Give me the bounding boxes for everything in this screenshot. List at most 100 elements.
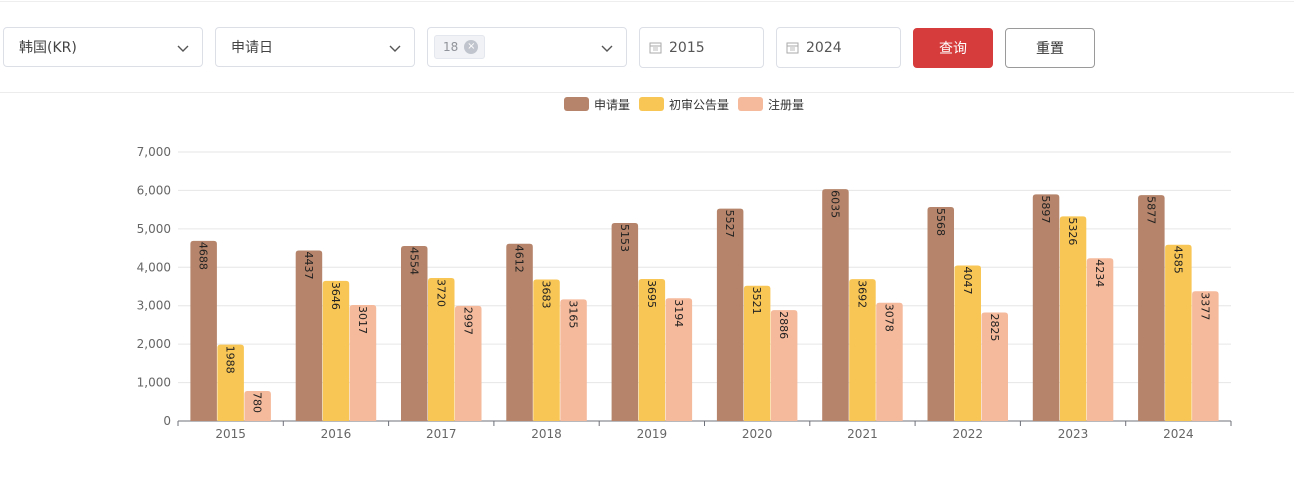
bar-value-label: 2886 bbox=[777, 311, 790, 339]
legend-label: 申请量 bbox=[594, 97, 631, 112]
date-type-select[interactable]: 申请日 bbox=[215, 27, 415, 67]
bar bbox=[506, 243, 533, 421]
bar-value-label: 1988 bbox=[224, 346, 237, 374]
bar bbox=[455, 305, 482, 421]
y-tick-label: 3,000 bbox=[137, 299, 171, 313]
bar bbox=[295, 250, 323, 421]
date-type-value: 申请日 bbox=[231, 40, 273, 56]
bar bbox=[876, 302, 903, 421]
bar-value-label: 5326 bbox=[1066, 217, 1079, 245]
bar bbox=[716, 208, 744, 421]
y-tick-label: 6,000 bbox=[137, 183, 171, 197]
bar bbox=[1059, 216, 1087, 421]
bar-value-label: 3078 bbox=[882, 304, 895, 332]
bar bbox=[190, 240, 217, 421]
bar-value-label: 5568 bbox=[934, 208, 947, 236]
bar bbox=[981, 312, 1008, 421]
bar bbox=[1032, 194, 1060, 421]
bar-value-label: 3683 bbox=[540, 280, 553, 308]
bar bbox=[1165, 244, 1192, 421]
calendar-icon bbox=[649, 42, 662, 54]
bar-value-label: 3720 bbox=[434, 279, 447, 307]
bar-value-label: 6035 bbox=[828, 190, 841, 218]
bar-value-label: 3695 bbox=[645, 280, 658, 308]
bar bbox=[849, 279, 876, 421]
bar bbox=[1138, 195, 1165, 421]
bar-value-label: 780 bbox=[251, 392, 264, 413]
start-year-picker[interactable]: 2015 bbox=[639, 27, 764, 68]
chevron-down-icon bbox=[601, 45, 613, 52]
bar-value-label: 3521 bbox=[750, 287, 763, 315]
start-year-value: 2015 bbox=[669, 39, 705, 56]
bar bbox=[927, 207, 954, 421]
bar-value-label: 5527 bbox=[723, 210, 736, 238]
x-tick-label: 2020 bbox=[742, 427, 773, 441]
x-tick-label: 2017 bbox=[426, 427, 457, 441]
bar-value-label: 2825 bbox=[988, 313, 1001, 341]
bar bbox=[770, 310, 798, 421]
bar-value-label: 2997 bbox=[461, 307, 474, 335]
bar bbox=[743, 285, 771, 421]
x-tick-label: 2024 bbox=[1163, 427, 1194, 441]
bar bbox=[217, 344, 244, 421]
legend-label: 注册量 bbox=[768, 97, 805, 112]
country-select-value: 韩国(KR) bbox=[19, 40, 77, 56]
legend-item-applications[interactable]: 申请量 bbox=[564, 96, 630, 113]
x-tick-label: 2016 bbox=[321, 427, 352, 441]
x-tick-label: 2019 bbox=[637, 427, 668, 441]
legend-item-registrations[interactable]: 注册量 bbox=[738, 96, 804, 113]
bar bbox=[638, 279, 666, 421]
bar bbox=[822, 189, 849, 421]
bar-value-label: 4554 bbox=[407, 247, 420, 275]
bar-value-label: 5153 bbox=[618, 224, 631, 252]
country-select[interactable]: 韩国(KR) bbox=[3, 27, 203, 67]
tag-close-icon[interactable]: × bbox=[464, 40, 479, 54]
y-tick-label: 7,000 bbox=[137, 145, 171, 159]
top-divider bbox=[0, 1, 1294, 2]
bar-value-label: 4234 bbox=[1093, 259, 1106, 287]
bar bbox=[1086, 258, 1114, 421]
bar bbox=[322, 280, 350, 421]
y-tick-label: 5,000 bbox=[137, 222, 171, 236]
chevron-down-icon bbox=[389, 45, 401, 52]
bar-value-label: 4437 bbox=[302, 251, 315, 279]
bar-value-label: 4688 bbox=[197, 242, 210, 270]
bar bbox=[560, 299, 587, 421]
reset-button[interactable]: 重置 bbox=[1005, 28, 1095, 68]
y-tick-label: 4,000 bbox=[137, 260, 171, 274]
legend-swatch bbox=[738, 97, 764, 111]
class-multi-select[interactable]: 18 × bbox=[427, 27, 627, 67]
bar bbox=[349, 305, 377, 421]
class-tag: 18 × bbox=[434, 35, 486, 59]
x-tick-label: 2023 bbox=[1058, 427, 1089, 441]
y-tick-label: 1,000 bbox=[137, 376, 171, 390]
bar bbox=[1192, 291, 1219, 421]
bar-value-label: 3194 bbox=[672, 299, 685, 327]
end-year-value: 2024 bbox=[806, 39, 842, 56]
bar bbox=[611, 222, 639, 421]
bar-value-label: 3165 bbox=[567, 300, 580, 328]
bar-value-label: 4612 bbox=[513, 245, 526, 273]
bar bbox=[401, 245, 428, 421]
chart-legend: 申请量 初审公告量 注册量 bbox=[564, 96, 813, 112]
bar-value-label: 3377 bbox=[1198, 292, 1211, 320]
x-tick-label: 2015 bbox=[215, 427, 246, 441]
bar bbox=[954, 265, 981, 421]
bar bbox=[428, 278, 455, 421]
calendar-icon bbox=[786, 42, 799, 54]
bar-value-label: 4585 bbox=[1171, 246, 1184, 274]
bar-value-label: 3646 bbox=[329, 282, 342, 310]
chevron-down-icon bbox=[177, 45, 189, 52]
legend-label: 初审公告量 bbox=[669, 97, 730, 112]
legend-swatch bbox=[564, 97, 589, 111]
class-tag-label: 18 bbox=[443, 40, 459, 54]
y-tick-label: 0 bbox=[163, 414, 171, 428]
bar-value-label: 5897 bbox=[1039, 195, 1052, 223]
query-button[interactable]: 查询 bbox=[913, 28, 993, 68]
bar bbox=[533, 279, 560, 421]
legend-item-preliminary[interactable]: 初审公告量 bbox=[639, 96, 729, 113]
end-year-picker[interactable]: 2024 bbox=[776, 27, 901, 68]
bar-value-label: 4047 bbox=[961, 266, 974, 294]
bar-value-label: 3692 bbox=[855, 280, 868, 308]
